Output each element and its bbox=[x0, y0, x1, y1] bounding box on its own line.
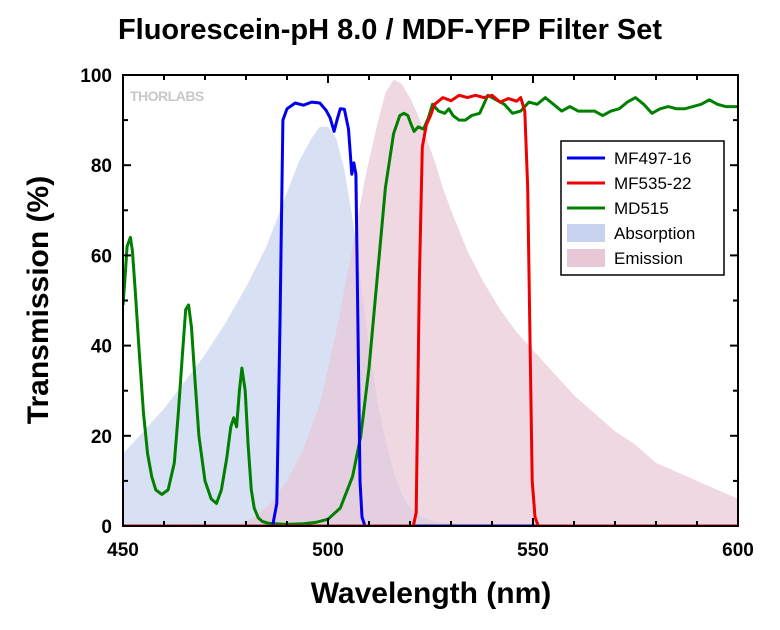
y-axis: 0 20 40 60 80 100 bbox=[80, 66, 738, 538]
legend-label-md515: MD515 bbox=[614, 199, 669, 218]
x-tick-label: 500 bbox=[312, 540, 344, 561]
y-tick-label: 20 bbox=[91, 427, 112, 448]
x-tick-label: 450 bbox=[107, 540, 139, 561]
x-tick-label: 550 bbox=[517, 540, 549, 561]
legend-label-absorption: Absorption bbox=[614, 224, 695, 243]
x-tick-label: 600 bbox=[722, 540, 754, 561]
y-tick-label: 60 bbox=[91, 246, 112, 267]
watermark-logo: THORLABS bbox=[130, 88, 204, 104]
legend-label-emission: Emission bbox=[614, 249, 683, 268]
legend-swatch-absorption bbox=[567, 224, 605, 242]
series-line-mf497-16 bbox=[123, 100, 738, 526]
y-tick-label: 80 bbox=[91, 156, 112, 177]
legend-label-mf535-22: MF535-22 bbox=[614, 174, 691, 193]
x-axis: 450 500 550 600 bbox=[107, 75, 754, 561]
series-line-md515 bbox=[123, 93, 738, 526]
series-line-mf535-22 bbox=[123, 93, 738, 526]
legend-label-mf497-16: MF497-16 bbox=[614, 149, 691, 168]
y-axis-label: Transmission (%) bbox=[22, 176, 55, 424]
y-tick-label: 0 bbox=[101, 517, 112, 538]
line-layer bbox=[123, 93, 738, 526]
y-tick-label: 100 bbox=[80, 66, 112, 87]
legend: MF497-16 MF535-22 MD515 Absorption Emission bbox=[560, 140, 725, 276]
chart-title: Fluorescein-pH 8.0 / MDF-YFP Filter Set bbox=[117, 14, 663, 46]
series-area-absorption bbox=[123, 126, 492, 526]
legend-swatch-emission bbox=[567, 249, 605, 267]
y-tick-label: 40 bbox=[91, 337, 112, 358]
x-axis-label: Wavelength (nm) bbox=[311, 577, 552, 610]
